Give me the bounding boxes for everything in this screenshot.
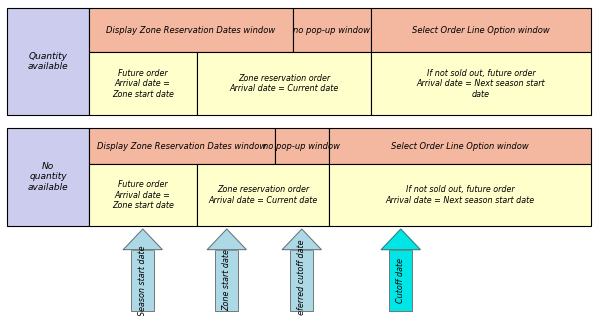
Text: Cutoff date: Cutoff date [397, 258, 406, 303]
Bar [215, 250, 238, 311]
Text: Zone reservation order
Arrival date = Current date: Zone reservation order Arrival date = Cu… [208, 185, 317, 205]
Text: Select Order Line Option window: Select Order Line Option window [391, 142, 529, 151]
Text: Display Zone Reservation Dates window: Display Zone Reservation Dates window [97, 142, 266, 151]
Text: no pop-up window: no pop-up window [263, 142, 340, 151]
Bar [89, 52, 197, 115]
Text: Select Order Line Option window: Select Order Line Option window [412, 26, 550, 34]
Text: Zone reservation order
Arrival date = Current date: Zone reservation order Arrival date = Cu… [229, 74, 338, 94]
Polygon shape [283, 229, 322, 250]
Bar [89, 8, 293, 52]
Bar [329, 164, 591, 226]
Text: No
quantity
available: No quantity available [28, 162, 68, 192]
Text: Quantity
available: Quantity available [28, 52, 68, 71]
Bar [7, 128, 89, 226]
Bar [329, 128, 591, 164]
Bar [290, 250, 313, 311]
Bar [89, 128, 275, 164]
Text: Season start date: Season start date [138, 245, 148, 316]
Bar [197, 164, 329, 226]
Bar [7, 8, 89, 115]
Bar [371, 8, 591, 52]
Text: If not sold out, future order
Arrival date = Next season start date: If not sold out, future order Arrival da… [385, 185, 535, 205]
Text: Future order
Arrival date =
Zone start date: Future order Arrival date = Zone start d… [112, 180, 174, 210]
Bar [275, 128, 329, 164]
Text: Display Zone Reservation Dates window: Display Zone Reservation Dates window [106, 26, 275, 34]
Bar [293, 8, 371, 52]
Polygon shape [208, 229, 246, 250]
Text: Deferred cutoff date: Deferred cutoff date [298, 240, 307, 316]
Text: Zone start date: Zone start date [223, 250, 232, 311]
Text: no pop-up window: no pop-up window [293, 26, 370, 34]
Bar [197, 52, 371, 115]
Polygon shape [124, 229, 162, 250]
Text: If not sold out, future order
Arrival date = Next season start
date: If not sold out, future order Arrival da… [416, 69, 545, 99]
Bar [389, 250, 412, 311]
Bar [131, 250, 154, 311]
Text: Future order
Arrival date =
Zone start date: Future order Arrival date = Zone start d… [112, 69, 174, 99]
Polygon shape [382, 229, 420, 250]
Bar [89, 164, 197, 226]
Bar [371, 52, 591, 115]
